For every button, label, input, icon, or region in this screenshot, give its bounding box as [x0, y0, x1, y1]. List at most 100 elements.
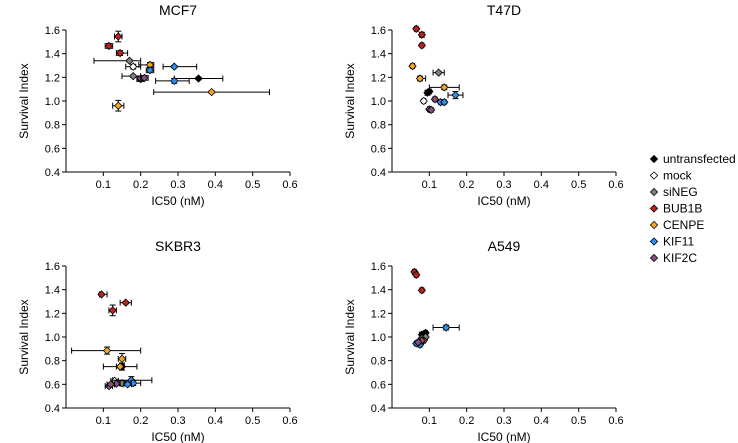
diamond-marker [207, 87, 216, 97]
diamond-marker [434, 68, 443, 77]
diamond-marker [125, 56, 134, 65]
y-tick-label: 1.2 [371, 72, 386, 84]
data-point-kif11 [440, 98, 449, 107]
data-point-mock [125, 62, 142, 71]
x-tick-label: 0.5 [245, 179, 260, 191]
data-point-bub1b [119, 298, 132, 307]
y-tick-label: 0.6 [371, 379, 386, 391]
data-point-bub1b [97, 290, 108, 299]
data-point-sineg [121, 71, 142, 81]
data-point-bub1b [417, 41, 427, 50]
legend-diamond-icon [649, 253, 659, 263]
diamond-marker [129, 71, 138, 81]
data-point-cenpe [112, 99, 125, 112]
diamond-marker [415, 74, 425, 83]
legend-label: mock [663, 169, 693, 183]
data-point-bub1b [108, 304, 117, 317]
y-tick-label: 1.6 [371, 25, 386, 37]
diamond-marker [123, 380, 132, 389]
x-tick-label: 0.4 [534, 415, 549, 427]
diamond-marker [129, 378, 138, 388]
legend-item-untransfected: untransfected [649, 152, 736, 166]
y-axis-label: Survival Index [17, 63, 31, 138]
y-tick-label: 0.4 [371, 403, 386, 415]
diamond-marker [425, 87, 434, 96]
diamond-marker [114, 32, 123, 41]
diamond-marker [408, 61, 417, 71]
diamond-marker [412, 270, 421, 280]
diamond-marker [440, 83, 449, 92]
legend-label: KIF2C [663, 251, 697, 265]
data-point-cenpe [71, 346, 142, 355]
y-tick-label: 0.4 [45, 167, 60, 179]
data-point-cenpe [408, 61, 417, 71]
diamond-marker [140, 73, 149, 83]
data-point-kif2c [430, 95, 440, 104]
data-point-bub1b [417, 286, 427, 295]
x-tick-label: 0.5 [245, 415, 260, 427]
chart-panel-t47d: T47D 0.4 0.6 0.8 1.0 1.2 1.4 1.6 0.1 0.2 0.3 0.4 0.5… [343, 2, 624, 208]
diamond-marker [412, 24, 421, 33]
x-tick-label: 0.4 [208, 179, 223, 191]
diamond-marker [170, 62, 179, 71]
chart-panel-mcf7: MCF7 0.4 0.6 0.8 1.0 1.2 1.4 1.6 0.1 0.2 0.3 0.4 0.5… [17, 2, 298, 208]
legend-label: BUB1B [663, 202, 702, 216]
x-tick-label: 0.2 [133, 415, 148, 427]
data-point-cenpe [428, 83, 460, 92]
y-tick-label: 0.6 [45, 379, 60, 391]
y-tick-label: 1.0 [371, 96, 386, 108]
x-axis-label: IC50 (nM) [151, 430, 204, 443]
data-point-bub1b [104, 41, 114, 51]
y-tick-label: 1.2 [371, 308, 386, 320]
x-axis-label: IC50 (nM) [151, 194, 204, 208]
chart-title: SKBR3 [155, 238, 201, 254]
y-tick-label: 0.6 [45, 143, 60, 155]
data-point-kif11 [123, 380, 132, 389]
y-axis-label: Survival Index [343, 63, 357, 138]
x-axis-label: IC50 (nM) [477, 194, 530, 208]
chart-title: A549 [488, 238, 521, 254]
diamond-marker [417, 41, 427, 50]
x-tick-label: 0.2 [133, 179, 148, 191]
x-tick-label: 0.3 [496, 179, 511, 191]
legend-item-bub1b: BUB1B [649, 202, 702, 216]
diamond-marker [115, 362, 125, 371]
y-tick-label: 0.8 [45, 120, 60, 132]
legend-label: siNEG [663, 185, 698, 199]
y-tick-label: 1.6 [45, 25, 60, 37]
diamond-marker [129, 62, 138, 71]
x-tick-label: 0.1 [96, 415, 111, 427]
legend-diamond-icon [649, 187, 659, 197]
data-point-mock [419, 96, 428, 106]
diamond-marker [419, 96, 428, 106]
data-point-bub1b [115, 48, 129, 58]
y-tick-label: 0.8 [371, 356, 386, 368]
chart-panel-a549: A549 0.4 0.6 0.8 1.0 1.2 1.4 1.6 0.1 0.2 0.3 0.4 0.5… [343, 238, 624, 443]
x-tick-label: 0.6 [608, 415, 623, 427]
legend-item-kif2c: KIF2C [649, 251, 697, 265]
data-point-bub1b [114, 30, 123, 43]
x-tick-label: 0.5 [571, 415, 586, 427]
x-tick-label: 0.4 [534, 179, 549, 191]
data-point-bub1b [412, 270, 421, 280]
legend-diamond-icon [649, 220, 659, 230]
x-tick-label: 0.6 [282, 415, 297, 427]
diamond-marker [117, 354, 127, 364]
y-tick-label: 1.2 [45, 72, 60, 84]
x-tick-label: 0.3 [496, 415, 511, 427]
y-tick-label: 1.4 [371, 285, 386, 297]
legend-diamond-icon [649, 171, 659, 180]
x-tick-label: 0.4 [208, 415, 223, 427]
diamond-marker [106, 380, 115, 389]
diamond-marker [145, 66, 155, 75]
y-tick-label: 1.4 [45, 285, 60, 297]
y-tick-label: 1.0 [371, 332, 386, 344]
y-tick-label: 0.8 [371, 120, 386, 132]
x-tick-label: 0.6 [608, 179, 623, 191]
diamond-marker [430, 95, 440, 104]
legend-label: KIF11 [663, 235, 694, 249]
diamond-marker [417, 336, 427, 345]
legend-diamond-icon [649, 154, 659, 164]
diamond-marker [427, 105, 436, 115]
data-point-kif11 [162, 62, 198, 71]
